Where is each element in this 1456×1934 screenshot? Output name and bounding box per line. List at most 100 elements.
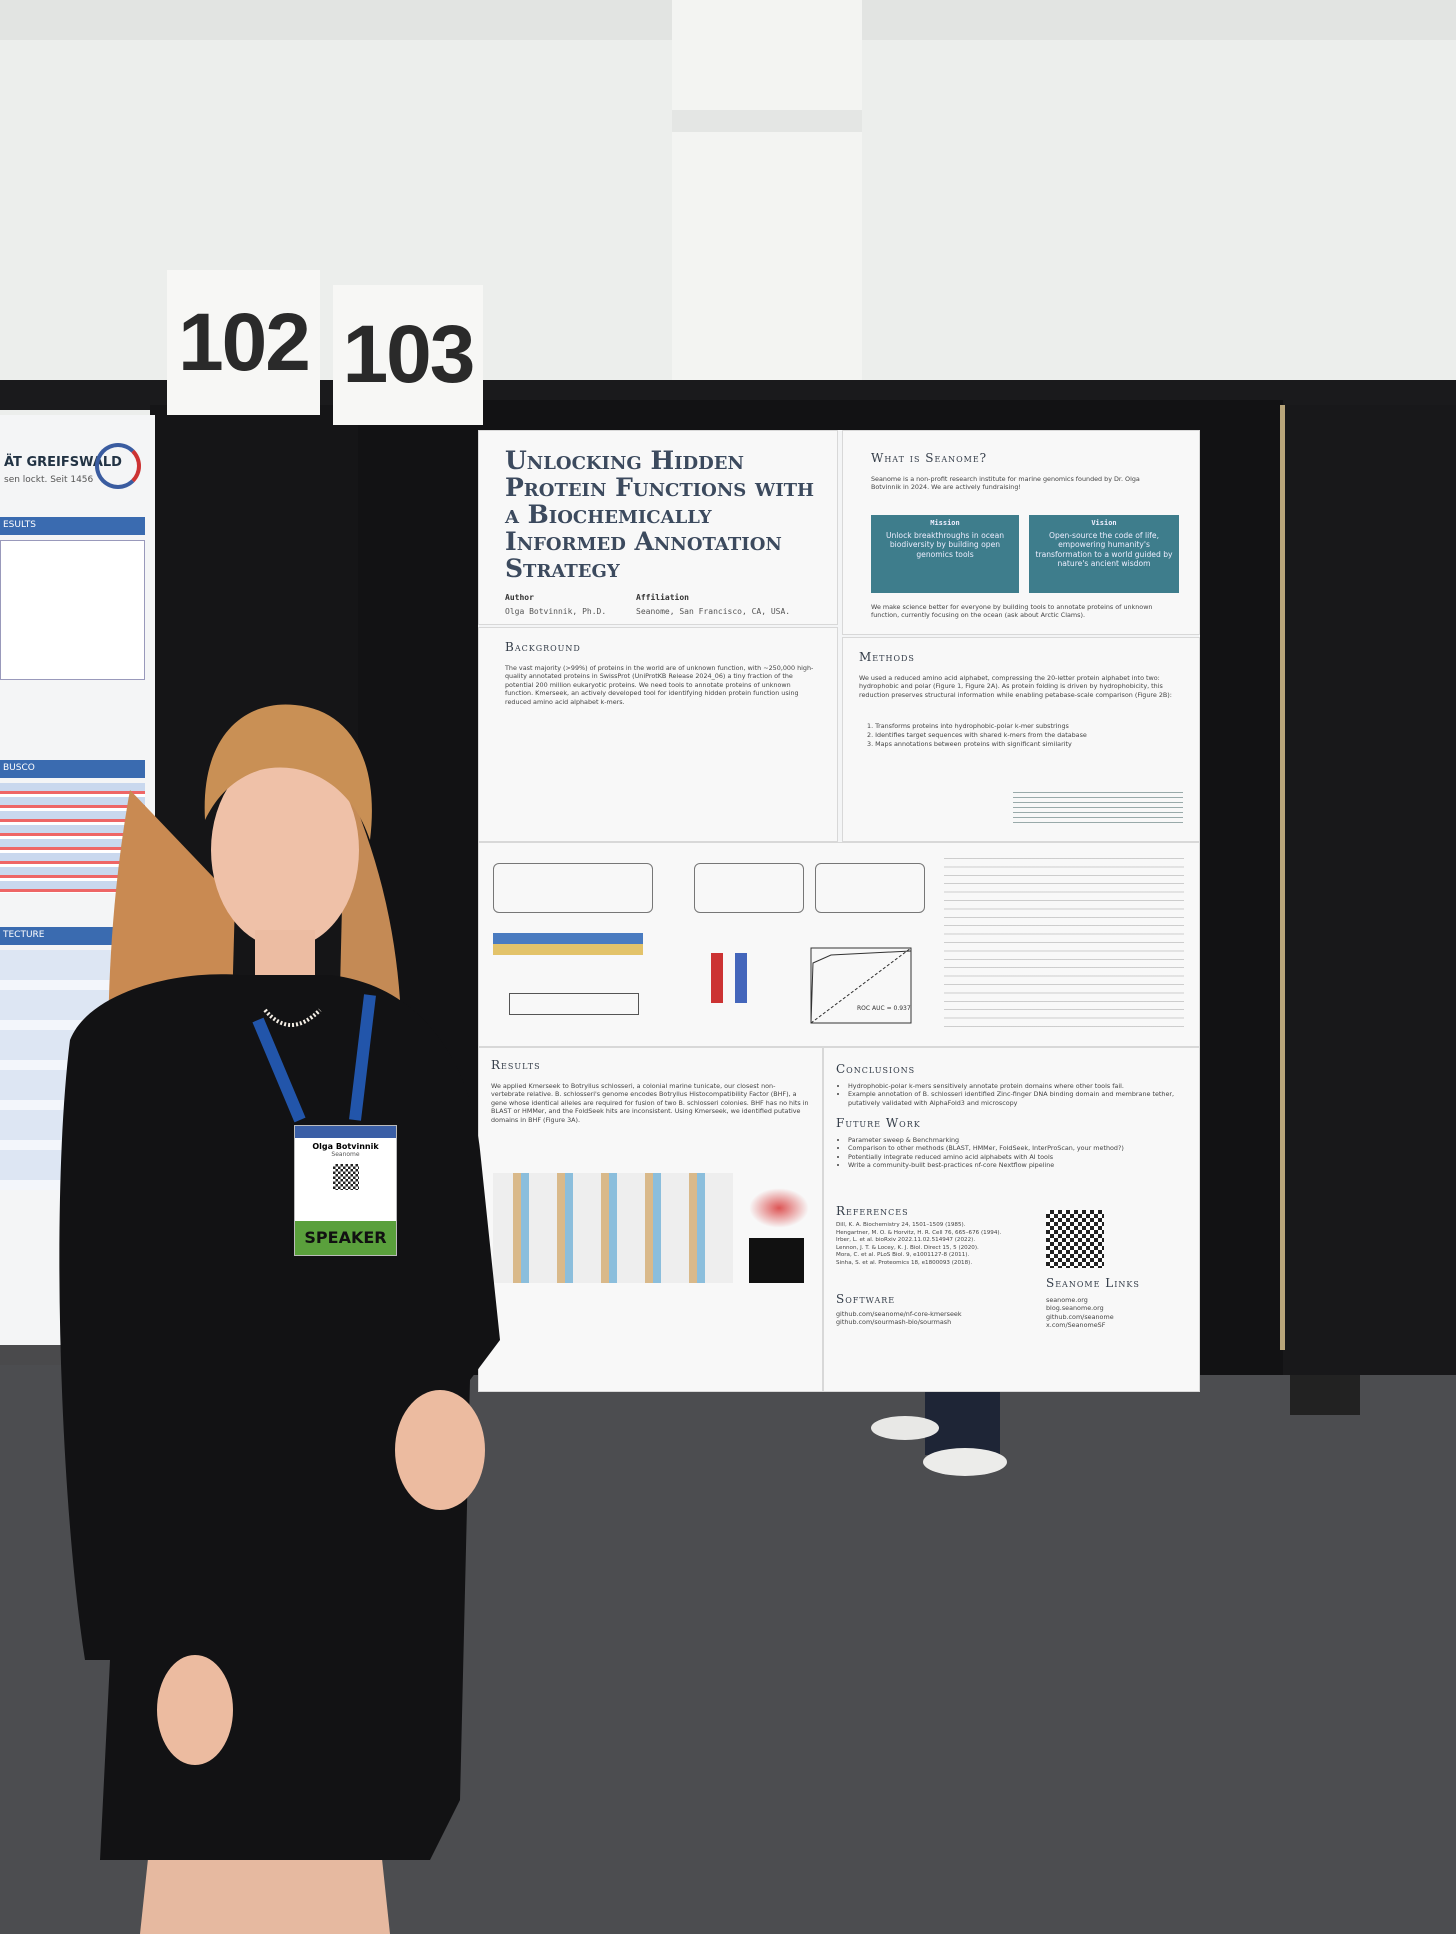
section-heading: Future Work [836, 1116, 921, 1130]
future-list: Parameter sweep & Benchmarking Compariso… [838, 1136, 1178, 1170]
necklace [263, 1008, 322, 1027]
list-item: Parameter sweep & Benchmarking [848, 1136, 1178, 1144]
board-foot [1290, 1375, 1360, 1415]
software-list: github.com/seanome/nf-core-kmerseek gith… [836, 1310, 962, 1327]
hair-top [204, 704, 372, 840]
reference: Hengartner, M. O. & Horvitz, H. R. Cell … [836, 1229, 1002, 1236]
section-bar: TECTURE [0, 927, 145, 945]
section-heading: Background [505, 640, 581, 654]
section-heading: Software [836, 1292, 896, 1306]
face [211, 752, 359, 948]
hand [157, 1655, 233, 1765]
figure-panel: ROC AUC = 0.937 [478, 842, 1200, 1047]
section-heading: References [836, 1204, 909, 1218]
badge: Olga Botvinnik Seanome SPEAKER [294, 1125, 397, 1256]
conclusion-list: Hydrophobic-polar k-mers sensitively ann… [838, 1082, 1178, 1107]
shoe [871, 1416, 939, 1440]
left-poster-subheader: sen lockt. Seit 1456 [4, 475, 94, 485]
roc-figure [810, 947, 912, 1024]
method-step: 3. Maps annotations between proteins wit… [867, 740, 1072, 748]
links-list: seanome.org blog.seanome.org github.com/… [1046, 1296, 1114, 1330]
section-heading: Methods [859, 650, 915, 664]
badge-org: Seanome [331, 1151, 360, 1158]
left-poster-header: ÄT GREIFSWALD [4, 455, 122, 470]
microscopy-figure [749, 1238, 804, 1283]
section-text: We make science better for everyone by b… [871, 603, 1153, 620]
diagram-box [815, 863, 925, 913]
author: Olga Botvinnik, Ph.D. [505, 607, 607, 616]
domain-figure [493, 1173, 733, 1283]
section-heading: Results [491, 1058, 541, 1072]
qr-code [1046, 1210, 1104, 1268]
section-text: Seanome is a non-profit research institu… [871, 475, 1140, 492]
section-text: We used a reduced amino acid alphabet, c… [859, 674, 1172, 699]
list-item: Comparison to other methods (BLAST, HMMe… [848, 1144, 1178, 1152]
section-heading: Seanome Links [1046, 1276, 1140, 1290]
reference: Dill, K. A. Biochemistry 24, 1501–1509 (… [836, 1222, 966, 1228]
box-label: Mission [930, 519, 960, 527]
plot-area [0, 540, 145, 680]
badge-band [295, 1126, 396, 1138]
kmer-box [509, 993, 639, 1015]
reference-list: Dill, K. A. Biochemistry 24, 1501–1509 (… [836, 1222, 1036, 1268]
section-bar: BUSCO [0, 760, 145, 778]
box-label: Vision [1091, 519, 1117, 527]
roc-diagonal [810, 947, 912, 1024]
board-edge [1280, 405, 1285, 1350]
list-item: Hydrophobic-polar k-mers sensitively ann… [848, 1082, 1178, 1090]
roc-curve [810, 950, 912, 1024]
box-text: Open-source the code of life, empowering… [1035, 530, 1173, 569]
reference: Mora, C. et al. PLoS Biol. 9, e1001127-8… [836, 1252, 970, 1259]
poster-title: Unlocking Hidden Protein Functions with … [505, 446, 815, 583]
reference: Irber, L. et al. bioRxiv 2022.11.02.5149… [836, 1237, 976, 1244]
reference: Lennon, J. T. & Locey, K. J. Biol. Direc… [836, 1244, 979, 1251]
link: blog.seanome.org [1046, 1304, 1104, 1313]
box-text: Unlock breakthroughs in ocean biodiversi… [885, 530, 1005, 559]
author-label: Author [505, 593, 534, 602]
booth-number: 102 [167, 270, 320, 415]
diagram-box [493, 863, 653, 913]
link: github.com/seanome [1046, 1312, 1114, 1321]
link: x.com/SeanomeSF [1046, 1321, 1106, 1330]
roc-label: ROC AUC = 0.937 [857, 1005, 911, 1012]
affiliation: Seanome, San Francisco, CA, USA. [636, 607, 791, 616]
methods-panel: Methods We used a reduced amino acid alp… [842, 637, 1200, 842]
legs [140, 1840, 390, 1934]
bar-figure [711, 953, 751, 1003]
pillar [672, 0, 862, 420]
lanyard [252, 994, 376, 1123]
structure-figure [749, 1188, 809, 1228]
board-right [1283, 405, 1456, 1375]
legs-behind [925, 1385, 1000, 1455]
reference: Sinha, S. et al. Proteomics 18, e1800093… [836, 1259, 973, 1266]
badge-role: SPEAKER [295, 1221, 396, 1255]
list-item: Example annotation of B. schlosseri iden… [848, 1090, 1178, 1107]
vision-box: Vision Open-source the code of life, empo… [1029, 515, 1179, 593]
section-heading: Conclusions [836, 1062, 916, 1076]
affiliation-label: Affiliation [636, 593, 689, 602]
section-heading: What is Seanome? [871, 451, 988, 465]
software-link: github.com/sourmash-bio/sourmash [836, 1318, 952, 1327]
pillar-trim [672, 110, 862, 132]
roc-frame [810, 947, 912, 1024]
seanome-panel: What is Seanome? Seanome is a non-profit… [842, 430, 1200, 635]
alphabet-table [493, 933, 643, 955]
main-poster: Unlocking Hidden Protein Functions with … [478, 430, 1200, 1392]
background-panel: Background The vast majority (>99%) of p… [478, 627, 838, 842]
list-item: Write a community-built best-practices n… [848, 1161, 1178, 1169]
link: seanome.org [1046, 1296, 1088, 1304]
sequence-alignment [1013, 788, 1183, 826]
results-panel: Results We applied Kmerseek to Botryllus… [478, 1047, 823, 1392]
hand [395, 1390, 485, 1510]
list-item: Potentially integrate reduced amino acid… [848, 1153, 1178, 1161]
badge-name: Olga Botvinnik [312, 1142, 379, 1151]
booth-number: 103 [333, 285, 483, 425]
title-panel: Unlocking Hidden Protein Functions with … [478, 430, 838, 625]
section-bar: ESULTS [0, 517, 145, 535]
diagram-box [694, 863, 804, 913]
method-step: 2. Identifies target sequences with shar… [867, 731, 1087, 739]
badge-qr [332, 1164, 359, 1190]
figure-caption [944, 853, 1184, 1033]
software-link: github.com/seanome/nf-core-kmerseek [836, 1310, 962, 1318]
section-text: We applied Kmerseek to Botryllus schloss… [491, 1082, 809, 1124]
